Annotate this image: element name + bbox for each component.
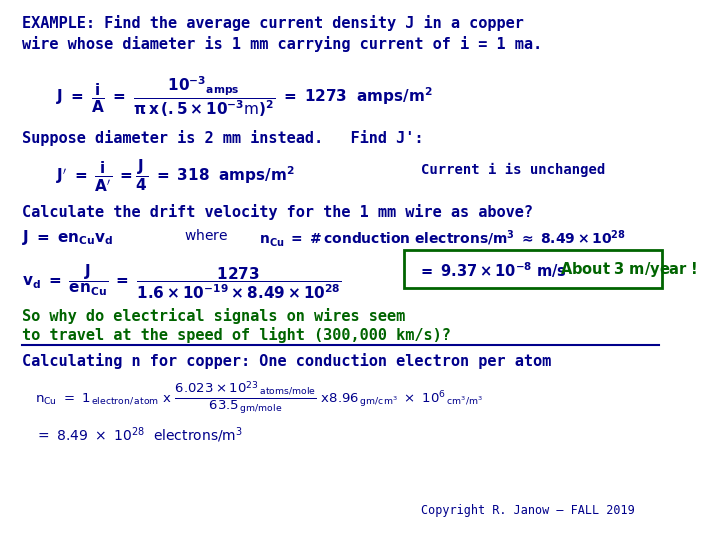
Text: $\mathbf{n_{Cu}\ =\ \#\,conduction\ electrons/m^3\ \approx\ 8.49\times 10^{28}}$: $\mathbf{n_{Cu}\ =\ \#\,conduction\ elec…	[258, 228, 626, 249]
Text: Copyright R. Janow – FALL 2019: Copyright R. Janow – FALL 2019	[421, 504, 635, 517]
Text: $\mathbf{J'\ =\ \dfrac{i}{A'}\ =\dfrac{J}{4}\ =\ 318\ \ amps/m^2}$: $\mathbf{J'\ =\ \dfrac{i}{A'}\ =\dfrac{J…	[55, 157, 294, 193]
Text: $\mathrm{=\ 8.49\ \times\ 10^{28}\ \ electrons/m^3}$: $\mathrm{=\ 8.49\ \times\ 10^{28}\ \ ele…	[35, 426, 243, 445]
Text: $\mathbf{J\ =\ en_{Cu}v_d}$: $\mathbf{J\ =\ en_{Cu}v_d}$	[22, 228, 113, 247]
Text: Calculate the drift velocity for the 1 mm wire as above?: Calculate the drift velocity for the 1 m…	[22, 205, 533, 220]
Text: Current i is unchanged: Current i is unchanged	[421, 163, 606, 177]
Text: $\mathbf{=\ 9.37\times 10^{-8}\ m/s}$: $\mathbf{=\ 9.37\times 10^{-8}\ m/s}$	[418, 260, 567, 280]
FancyBboxPatch shape	[405, 250, 662, 288]
Text: wire whose diameter is 1 mm carrying current of i = 1 ma.: wire whose diameter is 1 mm carrying cur…	[22, 36, 542, 52]
Text: So why do electrical signals on wires seem: So why do electrical signals on wires se…	[22, 308, 405, 323]
Text: $\mathbf{v_d\ =\ \dfrac{J}{en_{Cu}}\ =\ \dfrac{1273}{1.6\times 10^{-19}\times 8.: $\mathbf{v_d\ =\ \dfrac{J}{en_{Cu}}\ =\ …	[22, 263, 341, 301]
Text: $\mathbf{J\ =\ \dfrac{i}{A}\ =\ \dfrac{10^{-3}{}_{\mathbf{amps}}}{\pi\,x\,(.5\ti: $\mathbf{J\ =\ \dfrac{i}{A}\ =\ \dfrac{1…	[55, 74, 432, 119]
Text: $\mathrm{where}$: $\mathrm{where}$	[184, 228, 228, 243]
Text: Calculating n for copper: One conduction electron per atom: Calculating n for copper: One conduction…	[22, 353, 551, 369]
Text: to travel at the speed of light (300,000 km/s)?: to travel at the speed of light (300,000…	[22, 327, 451, 343]
Text: $\mathrm{n_{Cu}\ =\ 1_{\,electron/\,atom}\ x\ \dfrac{6.023\times 10^{23}{}_{\,at: $\mathrm{n_{Cu}\ =\ 1_{\,electron/\,atom…	[35, 380, 483, 417]
Text: EXAMPLE: Find the average current density J in a copper: EXAMPLE: Find the average current densit…	[22, 15, 523, 31]
Text: $\mathbf{About\ 3\ m/year\ !}$: $\mathbf{About\ 3\ m/year\ !}$	[560, 260, 698, 279]
Text: Suppose diameter is 2 mm instead.   Find J':: Suppose diameter is 2 mm instead. Find J…	[22, 130, 423, 146]
